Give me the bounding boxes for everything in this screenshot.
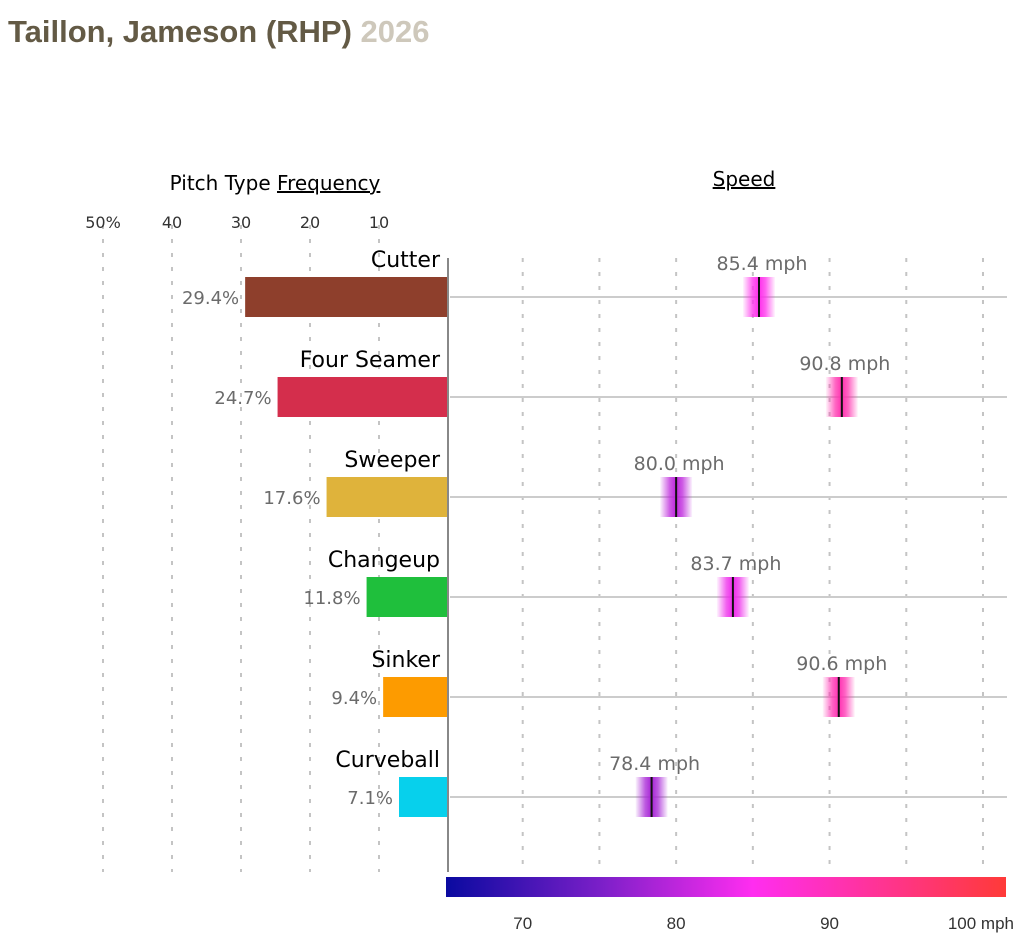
speed-value-label: 90.8 mph bbox=[799, 353, 890, 375]
frequency-value-label: 17.6% bbox=[263, 488, 320, 509]
pitch-row: Changeup 11.8% 83.7 mph bbox=[303, 548, 1007, 617]
speed-link[interactable]: Speed bbox=[713, 167, 776, 191]
frequency-tick-label: 20 bbox=[300, 213, 320, 232]
frequency-header: Pitch Type Frequency bbox=[170, 171, 381, 195]
speed-value-label: 85.4 mph bbox=[717, 253, 808, 275]
colorbar-tick-label: 100 mph bbox=[948, 914, 1014, 933]
pitch-name-label: Four Seamer bbox=[300, 348, 441, 373]
pitch-row: Curveball 7.1% 78.4 mph bbox=[335, 748, 1007, 817]
pitch-name-label: Sweeper bbox=[344, 448, 441, 473]
speed-value-label: 90.6 mph bbox=[796, 653, 887, 675]
colorbar-tick-label: 70 bbox=[513, 914, 532, 933]
pitch-row: Cutter 29.4% 85.4 mph bbox=[182, 248, 1007, 317]
frequency-axis-ticks: 50% 40 30 20 10 bbox=[85, 213, 389, 232]
pitch-name-label: Sinker bbox=[371, 648, 441, 673]
frequency-value-label: 24.7% bbox=[214, 388, 271, 409]
frequency-bar[interactable] bbox=[245, 277, 448, 317]
frequency-value-label: 29.4% bbox=[182, 288, 239, 309]
page-title: Taillon, Jameson (RHP) 2026 bbox=[8, 14, 430, 50]
frequency-bar[interactable] bbox=[326, 477, 448, 517]
frequency-value-label: 9.4% bbox=[331, 688, 377, 709]
frequency-value-label: 11.8% bbox=[303, 588, 360, 609]
frequency-tick-label: 50% bbox=[85, 213, 121, 232]
pitch-name-label: Curveball bbox=[335, 748, 440, 773]
frequency-bar[interactable] bbox=[399, 777, 448, 817]
pitch-row: Four Seamer 24.7% 90.8 mph bbox=[214, 348, 1007, 417]
frequency-link[interactable]: Frequency bbox=[277, 171, 380, 195]
frequency-tick-label: 40 bbox=[162, 213, 182, 232]
colorbar-tick-label: 80 bbox=[667, 914, 686, 933]
frequency-bar[interactable] bbox=[366, 577, 448, 617]
pitch-row: Sinker 9.4% 90.6 mph bbox=[331, 648, 1007, 717]
speed-colorbar: 70 80 90 100 mph bbox=[446, 877, 1014, 933]
frequency-tick-label: 10 bbox=[369, 213, 389, 232]
speed-value-label: 80.0 mph bbox=[634, 453, 725, 475]
frequency-value-label: 7.1% bbox=[347, 788, 393, 809]
colorbar-tick-label: 90 bbox=[820, 914, 839, 933]
pitch-rows: Cutter 29.4% 85.4 mph Four Seamer 24.7% 90.8 … bbox=[182, 248, 1007, 817]
pitch-name-label: Cutter bbox=[371, 248, 441, 273]
frequency-tick-label: 30 bbox=[231, 213, 251, 232]
season-year: 2026 bbox=[360, 14, 430, 49]
speed-value-label: 78.4 mph bbox=[609, 753, 700, 775]
player-name: Taillon, Jameson (RHP) bbox=[8, 14, 352, 49]
pitch-name-label: Changeup bbox=[328, 548, 440, 573]
speed-value-label: 83.7 mph bbox=[690, 553, 781, 575]
frequency-gridlines bbox=[102, 225, 380, 872]
colorbar-gradient bbox=[446, 877, 1006, 897]
frequency-bar[interactable] bbox=[383, 677, 448, 717]
pitch-row: Sweeper 17.6% 80.0 mph bbox=[263, 448, 1007, 517]
frequency-bar[interactable] bbox=[277, 377, 448, 417]
